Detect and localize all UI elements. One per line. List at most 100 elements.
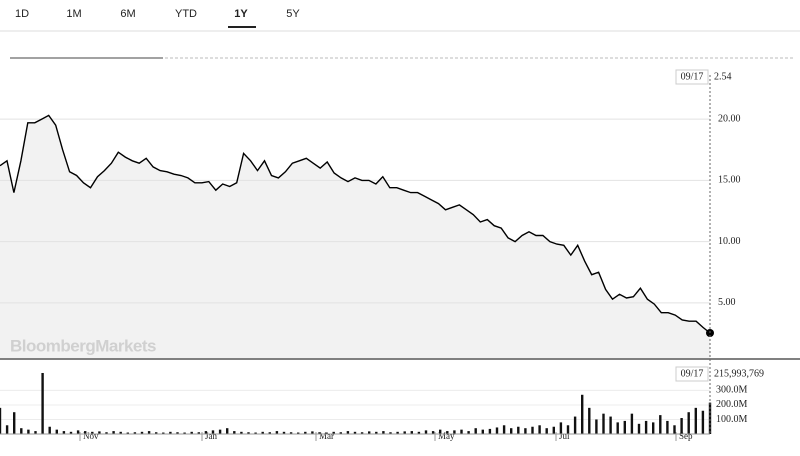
volume-bar (382, 431, 385, 434)
volume-bar (204, 431, 208, 434)
volume-bar (226, 428, 229, 434)
volume-bar (566, 425, 570, 434)
volume-bar (211, 430, 215, 434)
date-box (675, 69, 709, 85)
volume-bar (282, 431, 286, 434)
volume-bar (630, 413, 634, 434)
volume-bar (84, 431, 87, 434)
volume-bar (233, 431, 236, 434)
volume-bar (687, 412, 690, 434)
volume-bar (0, 407, 2, 434)
y-tick-label: 300.0M (716, 385, 748, 396)
volume-bar (616, 422, 619, 434)
tab[interactable]: 1D (15, 8, 29, 20)
volume-bar (396, 431, 399, 434)
volume-bar (353, 431, 357, 434)
volume-bar (176, 432, 179, 434)
volume-bar (325, 432, 328, 434)
volume-bar (346, 431, 350, 434)
volume-bar (275, 431, 279, 434)
volume-bar (446, 431, 449, 434)
volume-bar (48, 426, 51, 434)
volume-bar (261, 431, 264, 434)
volume-bar (133, 432, 137, 434)
volume-bar (666, 420, 669, 434)
volume-bar (5, 425, 9, 434)
volume-bar (268, 432, 271, 434)
volume-bar (673, 425, 676, 434)
x-tick-label: Sep (679, 431, 693, 441)
volume-bar (439, 429, 442, 434)
volume-bar (20, 428, 23, 434)
volume-bar (510, 428, 513, 434)
x-tick-label: May (438, 431, 455, 441)
volume-bar (502, 425, 506, 434)
volume-bar (190, 431, 193, 434)
volume-bar (652, 422, 655, 434)
volume-bar (595, 419, 598, 434)
volume-bar (659, 415, 662, 434)
volume-bar (247, 432, 250, 434)
volume-bar (403, 431, 406, 434)
x-tick-label: Mar (319, 431, 334, 441)
volume-bar (27, 429, 30, 434)
y-tick-label: 10.00 (718, 236, 741, 247)
volume-bar (13, 412, 16, 434)
volume-bar (488, 428, 492, 434)
volume-bar (140, 431, 144, 434)
date-box (675, 366, 709, 382)
y-tick-label: 200.0M (716, 399, 748, 410)
volume-bar (162, 432, 165, 434)
volume-bar (360, 432, 364, 434)
volume-bar (218, 429, 222, 434)
last-date: 09/17 (681, 368, 704, 379)
y-tick-label: 15.00 (718, 175, 741, 186)
volume-bar (119, 431, 122, 434)
volume-bar (538, 425, 541, 434)
volume-bar (169, 431, 172, 434)
volume-bar (155, 432, 158, 434)
volume-bar (517, 426, 520, 434)
tab[interactable]: 5Y (286, 8, 300, 20)
last-value: 2.54 (714, 71, 732, 82)
volume-bar (98, 431, 101, 434)
volume-bar (552, 426, 555, 434)
volume-bar (297, 432, 300, 434)
volume-bar (318, 432, 321, 434)
tab[interactable]: 1M (66, 8, 81, 20)
volume-bar (559, 422, 563, 434)
volume-bar (41, 372, 44, 434)
volume-bar (126, 432, 129, 434)
volume-bar (637, 423, 641, 434)
volume-bar (581, 394, 584, 434)
volume-bar (197, 432, 200, 434)
volume-bar (694, 407, 697, 434)
volume-bar (495, 427, 499, 434)
x-tick-label: Jan (205, 431, 217, 441)
volume-bar (680, 418, 683, 434)
volume-bar (467, 431, 470, 434)
volume-bar (240, 431, 243, 434)
last-value: 215,993,769 (714, 368, 764, 379)
tab[interactable]: YTD (175, 8, 197, 20)
x-tick-label: Nov (83, 431, 99, 441)
y-tick-label: 100.0M (716, 414, 748, 425)
tab[interactable]: 1Y (234, 8, 248, 20)
volume-bar (708, 402, 712, 434)
volume-bar (304, 431, 307, 434)
volume-bar (105, 432, 108, 434)
volume-bar (62, 431, 66, 434)
tab[interactable]: 6M (120, 8, 135, 20)
volume-bar (481, 429, 484, 434)
volume-bar (588, 407, 591, 434)
volume-bar (453, 430, 456, 434)
area-fill (0, 115, 710, 359)
y-tick-label: 5.00 (718, 297, 736, 308)
volume-bar (524, 428, 527, 434)
volume-bar (332, 431, 335, 434)
volume-bar (417, 431, 421, 434)
volume-bar (147, 431, 151, 434)
volume-bar (573, 416, 577, 434)
volume-bar (602, 413, 605, 434)
watermark: BloombergMarkets (10, 336, 156, 355)
